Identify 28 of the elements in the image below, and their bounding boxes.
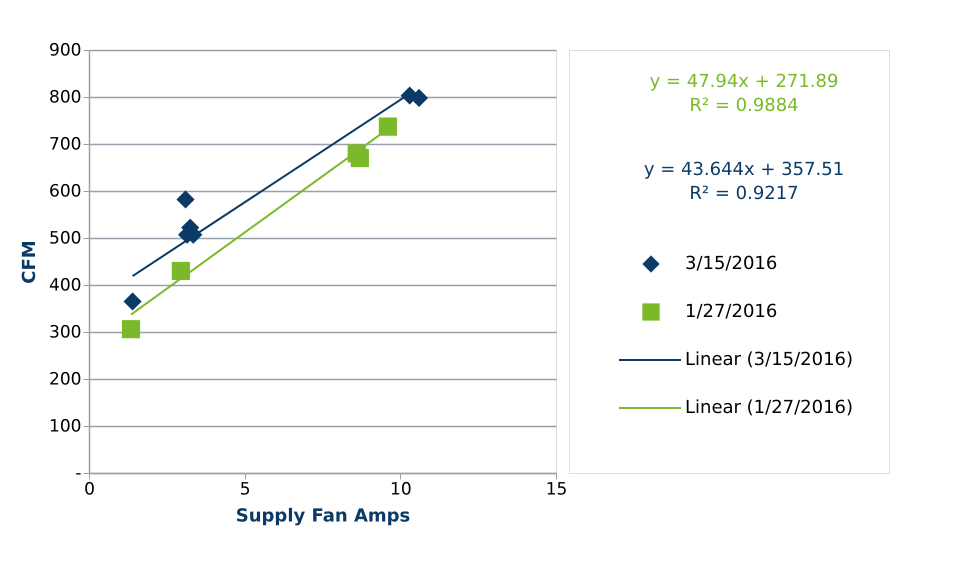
text: y = 47.94x + 271.89 R² = 0.9884 <box>650 71 838 116</box>
point <box>172 262 190 280</box>
x-axis-title: Supply Fan Amps <box>236 506 410 526</box>
y-tick-label: 800 <box>49 88 82 108</box>
point <box>122 320 140 338</box>
y-tick-label: 500 <box>49 228 82 248</box>
x-tick-label: 5 <box>240 480 251 500</box>
legend-label: Linear (1/27/2016) <box>685 397 854 418</box>
point <box>176 190 195 209</box>
y-tick-label: 300 <box>49 322 82 342</box>
legend-label: 1/27/2016 <box>685 301 778 322</box>
x-tick-label: 15 <box>546 480 568 500</box>
y-tick-label: - <box>75 464 82 484</box>
point <box>378 118 397 136</box>
y-tick-label: 400 <box>49 276 82 296</box>
legend-label: 3/15/2016 <box>685 253 778 274</box>
y-tick-label: 200 <box>49 370 82 390</box>
y-tick-label: 100 <box>49 416 82 436</box>
x-tick-label: 0 <box>84 480 95 500</box>
y-tick-label: 700 <box>49 134 82 154</box>
legend-label: Linear (3/15/2016) <box>685 349 854 370</box>
y-tick-label: 900 <box>49 40 82 60</box>
point <box>350 149 369 168</box>
text: y = 43.644x + 357.51 R² = 0.9217 <box>644 159 844 204</box>
y-axis-title: CFM <box>19 240 40 284</box>
point <box>124 292 142 311</box>
y-tick-label: 600 <box>49 182 82 202</box>
x-tick-label: 10 <box>390 480 412 500</box>
